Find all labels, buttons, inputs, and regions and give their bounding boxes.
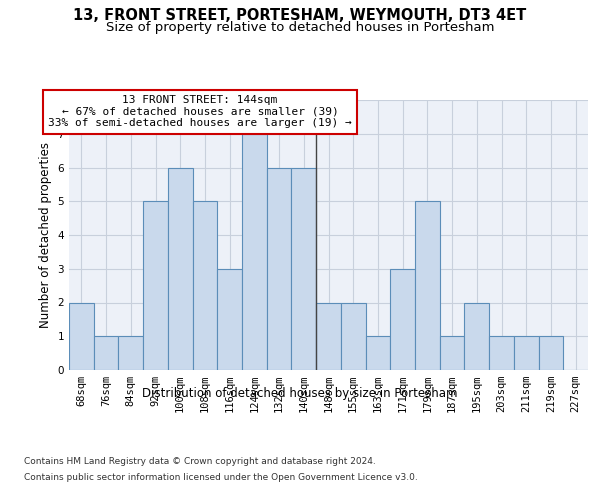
Text: Size of property relative to detached houses in Portesham: Size of property relative to detached ho… — [106, 21, 494, 34]
Bar — [415, 201, 440, 370]
Bar — [168, 168, 193, 370]
Bar — [365, 336, 390, 370]
Bar — [514, 336, 539, 370]
Bar — [489, 336, 514, 370]
Y-axis label: Number of detached properties: Number of detached properties — [39, 142, 52, 328]
Bar — [464, 302, 489, 370]
Text: Contains HM Land Registry data © Crown copyright and database right 2024.: Contains HM Land Registry data © Crown c… — [24, 458, 376, 466]
Text: 13, FRONT STREET, PORTESHAM, WEYMOUTH, DT3 4ET: 13, FRONT STREET, PORTESHAM, WEYMOUTH, D… — [73, 8, 527, 22]
Bar — [143, 201, 168, 370]
Bar — [193, 201, 217, 370]
Text: Distribution of detached houses by size in Portesham: Distribution of detached houses by size … — [142, 388, 458, 400]
Bar — [118, 336, 143, 370]
Bar — [217, 269, 242, 370]
Bar — [242, 134, 267, 370]
Bar — [69, 302, 94, 370]
Bar — [94, 336, 118, 370]
Text: Contains public sector information licensed under the Open Government Licence v3: Contains public sector information licen… — [24, 472, 418, 482]
Bar — [292, 168, 316, 370]
Bar — [390, 269, 415, 370]
Bar — [267, 168, 292, 370]
Bar — [316, 302, 341, 370]
Bar — [440, 336, 464, 370]
Bar — [539, 336, 563, 370]
Bar — [341, 302, 365, 370]
Text: 13 FRONT STREET: 144sqm
← 67% of detached houses are smaller (39)
33% of semi-de: 13 FRONT STREET: 144sqm ← 67% of detache… — [48, 95, 352, 128]
